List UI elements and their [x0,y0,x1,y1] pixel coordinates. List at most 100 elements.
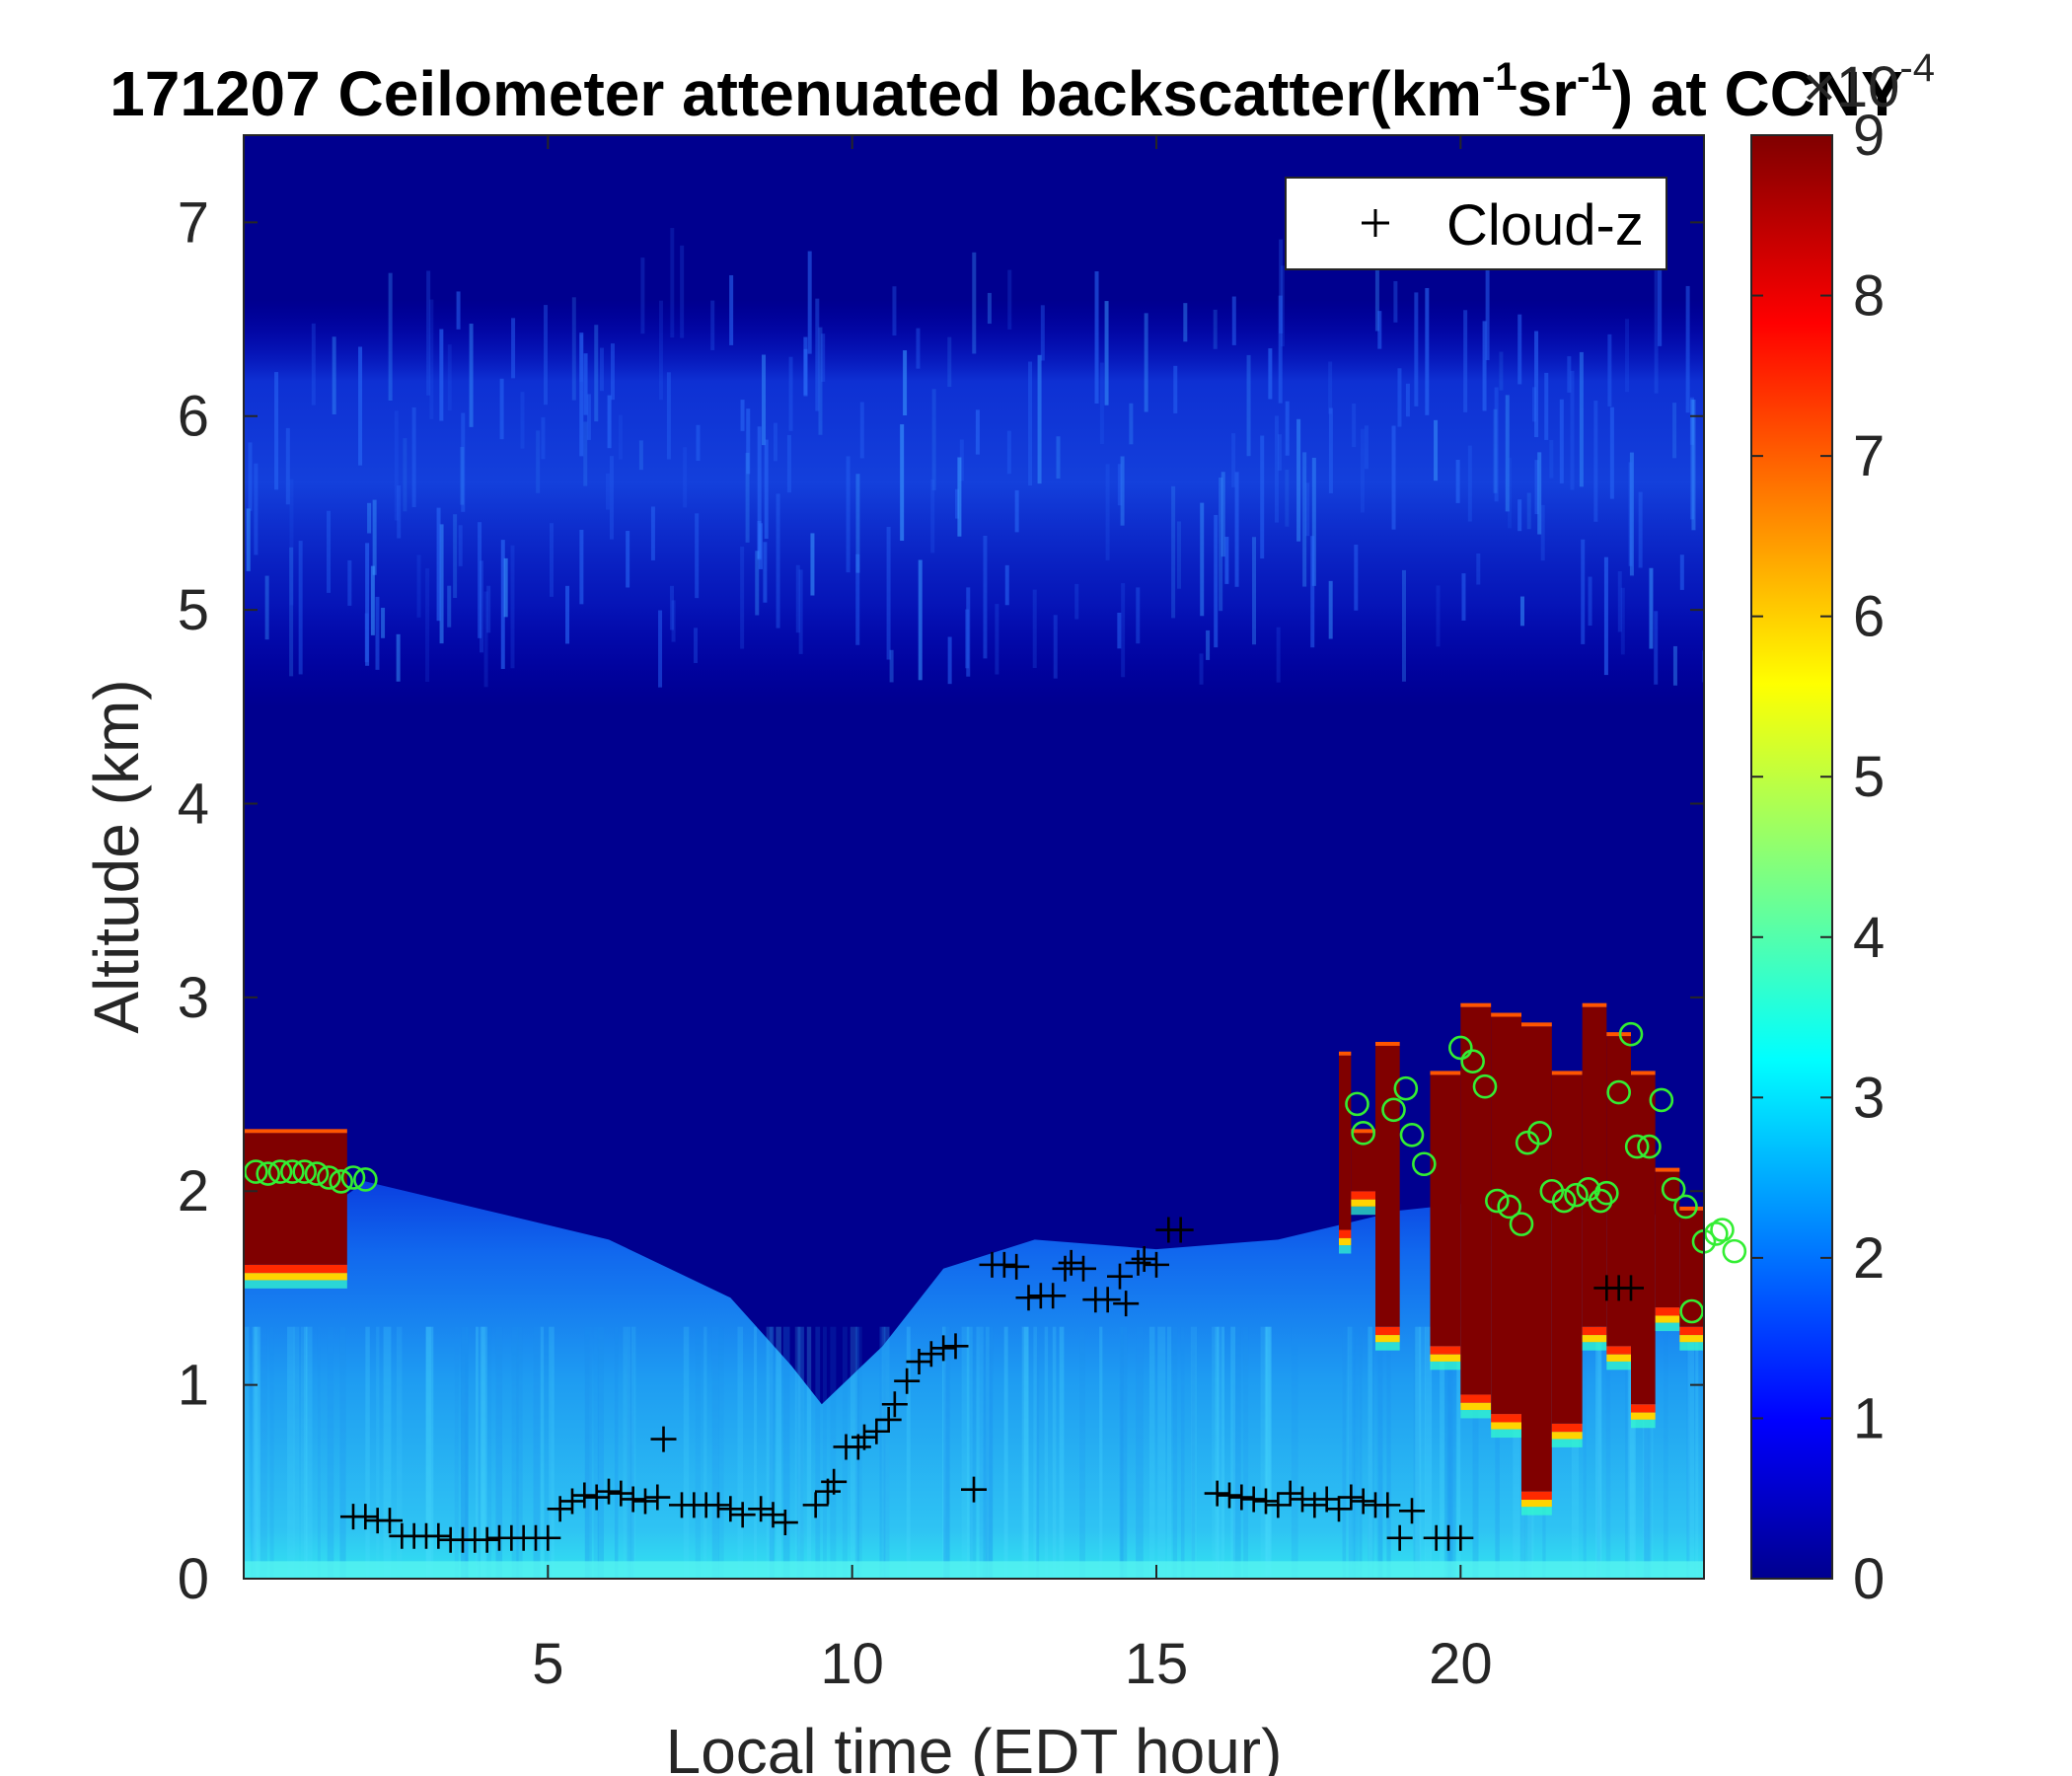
aerosol-streak [881,1326,890,1579]
noise-streak [1276,627,1281,683]
noise-streak [1570,370,1575,490]
plot-area [244,135,1704,1579]
aerosol-streak [396,1326,403,1579]
colorbar-tick-label: 0 [1853,1547,1885,1611]
cloud-z-marker [1003,1253,1030,1280]
aerosol-streak [1595,1326,1602,1579]
noise-streak [1559,399,1564,483]
noise-streak [332,336,336,414]
aerosol-streak [1172,1326,1178,1579]
cloud-z-marker [583,1484,610,1511]
noise-streak [1311,457,1316,586]
cloud-top-edge [1551,1071,1583,1075]
cloud-z-marker [1071,1255,1096,1282]
noise-streak [469,324,474,427]
cloud-z-marker [1253,1488,1279,1515]
aerosol-streak [495,1326,503,1579]
noise-streak [1328,361,1333,414]
noise-streak [1534,460,1539,515]
cloud-column [1521,1022,1552,1516]
cloud-z-marker [535,1524,561,1551]
noise-streak [1628,462,1633,566]
cloud-fringe-cyan [1339,1245,1352,1254]
noise-streak [947,336,952,388]
cloud-z-marker [1167,1217,1194,1243]
noise-streak [959,439,964,481]
aerosol-streak [1033,1326,1037,1579]
aerosol-streak [976,1326,984,1579]
x-tick-label: 15 [1125,1632,1189,1696]
x-tick-label: 5 [532,1632,563,1696]
cloud-top-edge [1631,1071,1656,1075]
aerosol-streak [766,1326,774,1579]
chart-title: 171207 Ceilometer attenuated backscatter… [110,55,1903,129]
cloud-z-marker [1113,1291,1140,1317]
cloud-z-marker [425,1522,452,1549]
y-tick-label: 2 [178,1159,209,1223]
cloud-z-marker [1277,1480,1303,1507]
noise-streak [1206,629,1211,660]
aerosol-streak [259,1326,267,1579]
noise-streak [1278,295,1283,404]
circle-marker [1704,1221,1729,1246]
cloud-core [1430,1074,1461,1347]
aerosol-streak [304,1326,308,1579]
noise-streak [1028,361,1033,486]
circle-marker [317,1165,341,1190]
y-tick-label: 4 [178,772,209,836]
aerosol-streak [1583,1326,1587,1579]
cloud-top-edge [1655,1167,1680,1172]
noise-streak [1277,434,1282,471]
circle-marker [1527,1121,1552,1146]
cloud-core [1679,1210,1704,1327]
noise-streak [786,434,791,493]
aerosol-streak [251,1326,257,1579]
aerosol-streak [626,1326,634,1579]
aerosol-streak [1701,1326,1704,1579]
noise-streak [1117,612,1122,649]
aerosol-streak [1513,1326,1520,1579]
y-axis: 0 1 2 3 4 5 6 7 [178,190,1704,1611]
aerosol-streak [1180,1326,1185,1579]
cloud-z-marker [1326,1496,1352,1522]
noise-streak [298,541,303,675]
cloud-z-marker [1386,1524,1413,1551]
noise-streak [1117,464,1122,506]
aerosol-streak [317,1326,321,1579]
noise-streak [403,438,407,512]
noise-streak [1056,436,1061,480]
aerosol-streak [1342,1326,1347,1579]
aerosol-streak [511,1326,519,1579]
aerosol-streak [1221,1326,1225,1579]
cloud-fringe-cyan [1430,1361,1461,1370]
noise-streak [1221,472,1225,557]
noise-streak [411,407,416,507]
cloud-top-edge [1491,1012,1521,1017]
circle-marker [1448,1035,1473,1061]
cloud-top-edge [1606,1032,1631,1037]
noise-streak [1268,348,1273,400]
noise-streak [1649,567,1654,649]
aerosol-streak [1212,1326,1220,1579]
cloud-z-marker [1058,1249,1084,1276]
noise-streak [650,506,655,560]
noise-streak [1593,401,1598,522]
noise-streak [1274,415,1279,523]
aerosol-streak [983,1326,991,1579]
noise-streak [458,525,463,566]
noise-streak [855,554,860,645]
noise-streak [583,421,588,486]
noise-streak [930,479,935,554]
noise-streak [1463,310,1468,412]
aerosol-streak [1190,1326,1198,1579]
cloud-z-marker [1240,1486,1267,1513]
noise-streak [815,298,820,411]
noise-streak [745,452,750,543]
colorbar-tick-label: 8 [1853,264,1885,329]
aerosol-streak [986,1326,990,1579]
noise-streak [607,395,612,449]
cloud-core [1551,1074,1583,1424]
aerosol-streak [961,1326,970,1579]
noise-streak [1507,457,1512,529]
cloud-z-marker [821,1468,848,1495]
